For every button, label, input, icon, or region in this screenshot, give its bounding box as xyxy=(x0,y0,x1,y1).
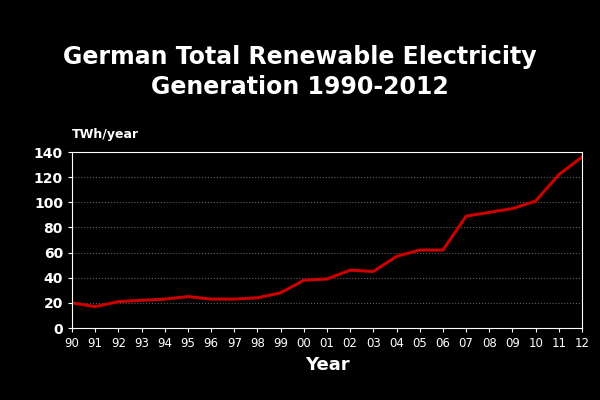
Text: TWh/year: TWh/year xyxy=(72,128,139,142)
Text: German Total Renewable Electricity
Generation 1990-2012: German Total Renewable Electricity Gener… xyxy=(63,45,537,99)
X-axis label: Year: Year xyxy=(305,356,349,374)
